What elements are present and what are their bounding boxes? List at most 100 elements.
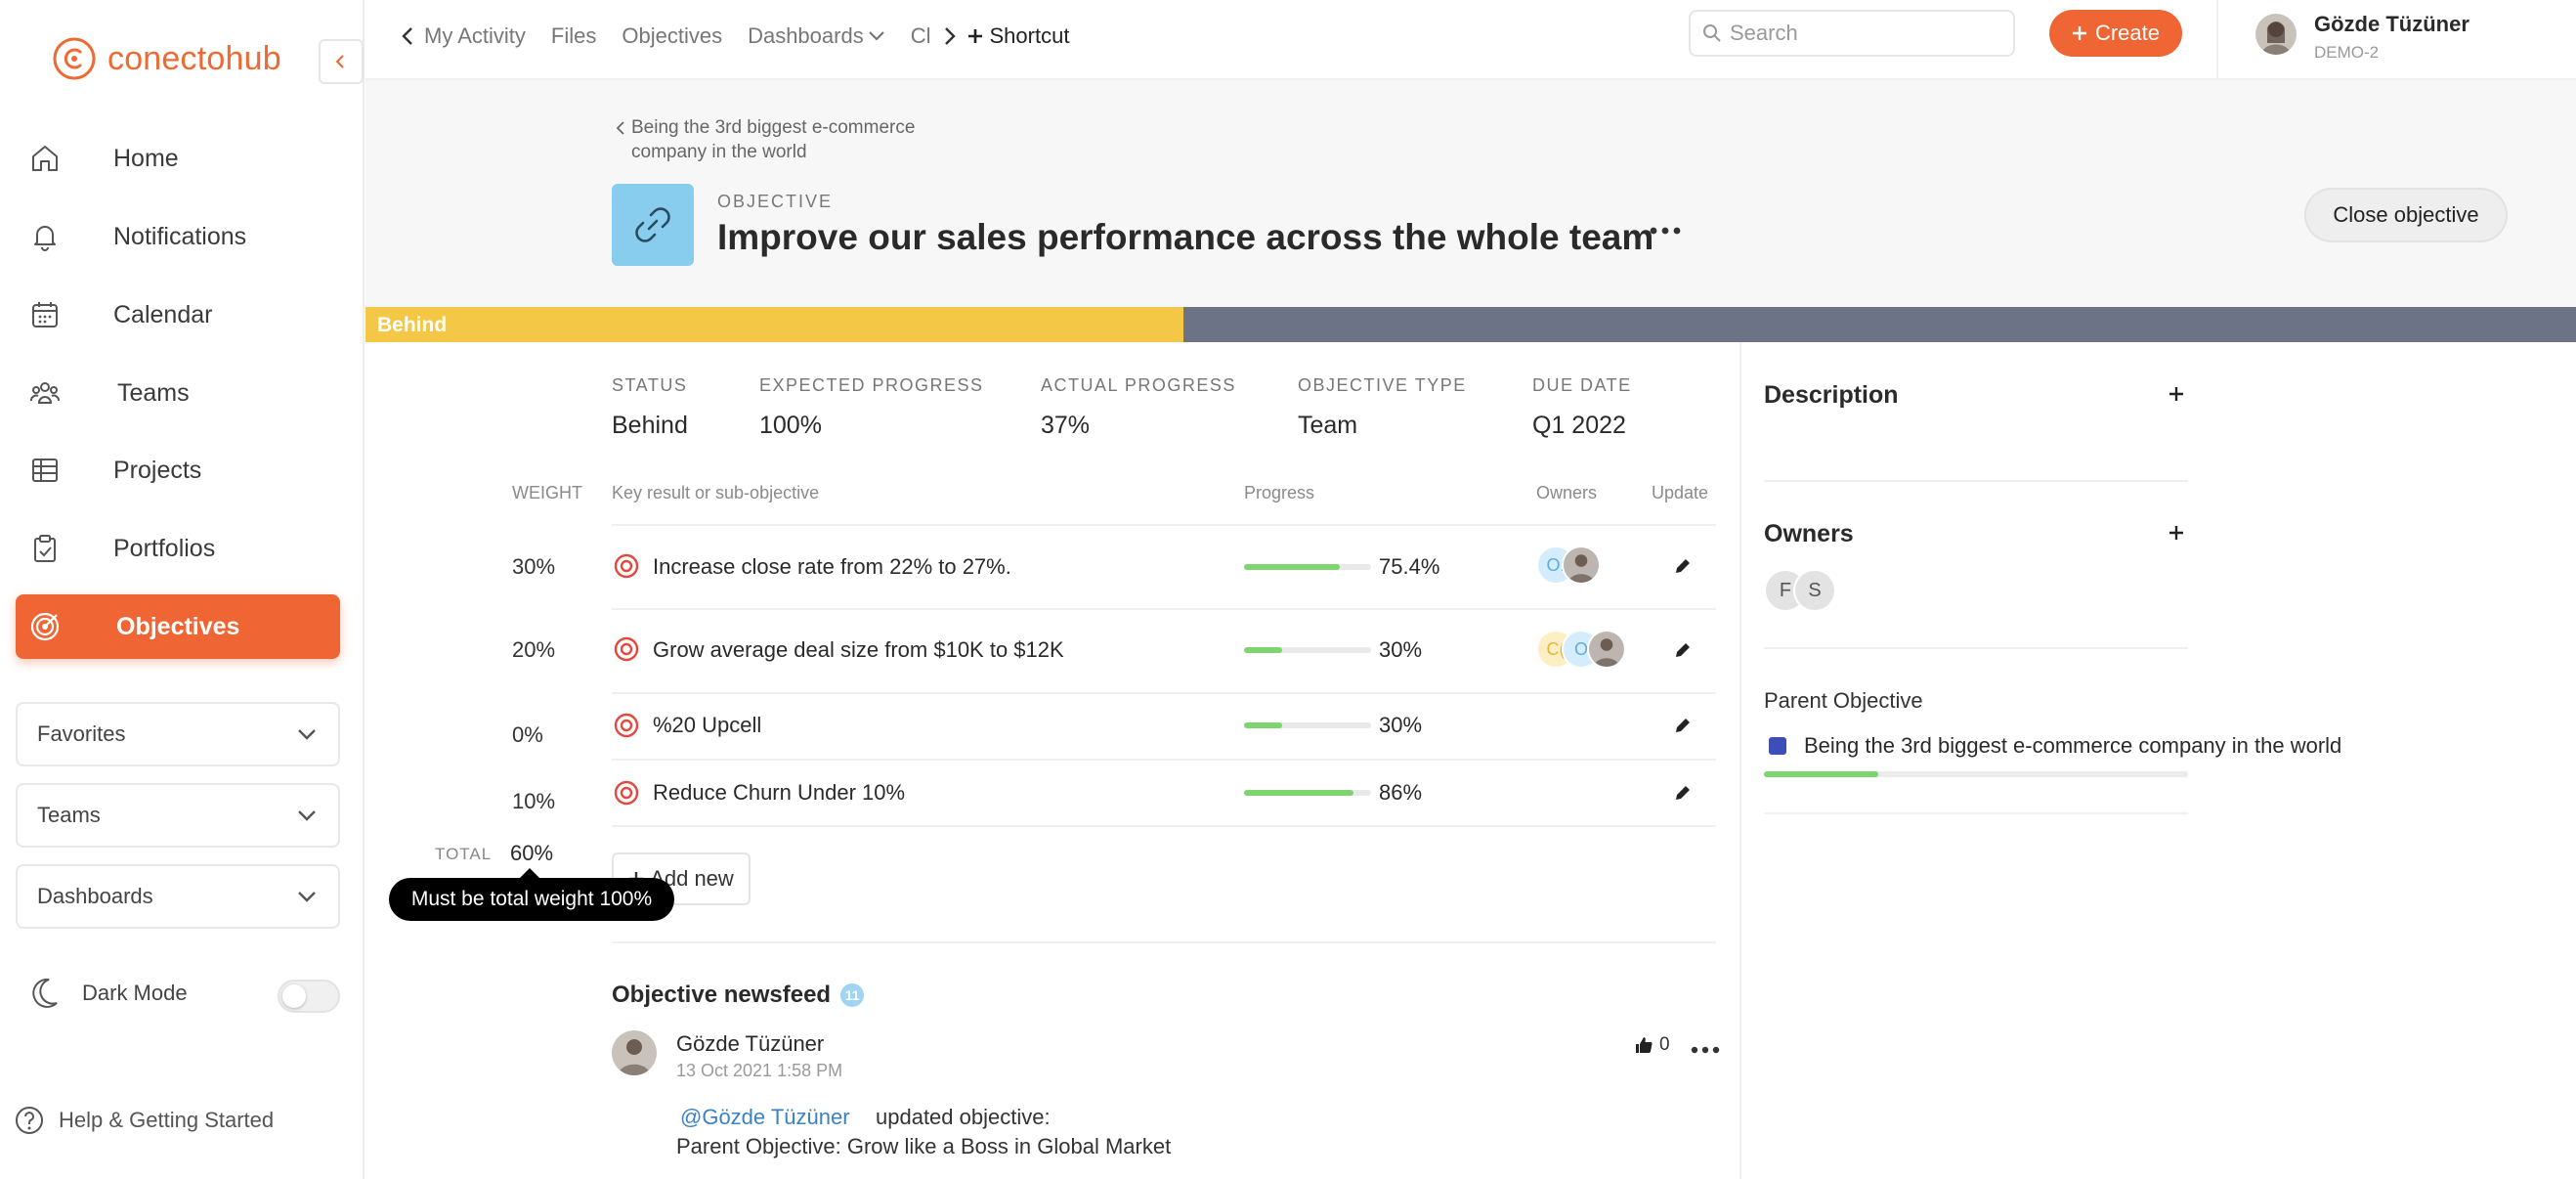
col-owners: Owners <box>1536 483 1598 502</box>
dark-mode-toggle[interactable] <box>278 980 340 1013</box>
grid-icon <box>32 458 58 482</box>
shortcut-button[interactable]: Shortcut <box>966 23 1070 49</box>
kr-progress-value: 30% <box>1379 713 1423 737</box>
more-options-icon[interactable] <box>1691 1046 1720 1054</box>
owner-avatar-photo <box>1587 630 1626 669</box>
tab-objectives[interactable]: Objectives <box>622 23 723 48</box>
more-options-icon[interactable] <box>1650 227 1681 235</box>
kr-progress-fill <box>1244 647 1282 653</box>
chevron-down-icon <box>298 810 316 821</box>
dashboards-dropdown[interactable]: Dashboards <box>16 864 340 929</box>
brand-name: conectohub <box>107 39 281 77</box>
post-author[interactable]: Gözde Tüzüner <box>676 1031 825 1056</box>
like-button[interactable]: 0 <box>1634 1034 1670 1056</box>
col-progress: Progress <box>1244 483 1315 502</box>
owners-title: Owners <box>1764 520 1854 547</box>
kr-weight[interactable]: 10% <box>512 789 556 813</box>
user-menu[interactable]: Gözde Tüzüner DEMO-2 <box>2255 12 2469 63</box>
divider <box>612 692 1716 694</box>
post-mention[interactable]: @Gözde Tüzüner <box>680 1105 850 1129</box>
divider <box>612 825 1716 827</box>
shortcut-label: Shortcut <box>989 23 1070 48</box>
parent-objective-link[interactable]: Being the 3rd biggest e-commerce company… <box>1769 733 2341 759</box>
kr-progress-bar <box>1244 722 1371 728</box>
sidebar-item-teams[interactable]: Teams <box>16 361 340 425</box>
objective-title[interactable]: Improve our sales performance across the… <box>717 217 1654 257</box>
sidebar-item-label: Notifications <box>113 222 247 250</box>
help-icon <box>16 1107 43 1134</box>
edit-icon[interactable] <box>1673 640 1693 660</box>
add-owner-icon[interactable] <box>2168 524 2185 542</box>
kr-owners[interactable]: O: <box>1536 546 1601 585</box>
divider <box>612 608 1716 610</box>
favorites-dropdown[interactable]: Favorites <box>16 702 340 766</box>
sidebar-item-label: Projects <box>113 456 202 484</box>
divider <box>1764 647 2188 649</box>
description-title: Description <box>1764 381 1899 409</box>
stat-value: 37% <box>1041 412 1091 439</box>
parent-objective-label: Parent Objective <box>1764 688 1923 713</box>
dark-mode-label: Dark Mode <box>82 981 188 1005</box>
breadcrumb-label: Being the 3rd biggest e-commerce company… <box>631 117 916 162</box>
divider <box>1739 342 1741 1179</box>
close-objective-button[interactable]: Close objective <box>2304 188 2508 242</box>
key-result-target-icon <box>614 713 639 738</box>
add-description-icon[interactable] <box>2168 385 2185 403</box>
calendar-icon <box>32 302 58 328</box>
kr-name[interactable]: Increase close rate from 22% to 27%. <box>653 554 1011 579</box>
user-name: Gözde Tüzüner <box>2314 12 2469 36</box>
kr-name[interactable]: Grow average deal size from $10K to $12K <box>653 637 1064 662</box>
kr-progress-value: 75.4% <box>1379 554 1440 579</box>
kr-name[interactable]: %20 Upcell <box>653 713 762 737</box>
sidebar: conectohub Home Notifications Calendar <box>0 0 365 1179</box>
kr-owners[interactable]: C( O <box>1536 630 1626 669</box>
edit-icon[interactable] <box>1673 783 1693 803</box>
search-icon <box>1703 24 1721 42</box>
brand-logo[interactable]: conectohub <box>51 35 281 82</box>
sidebar-item-portfolios[interactable]: Portfolios <box>16 516 340 581</box>
chevron-left-icon[interactable] <box>401 26 414 46</box>
sidebar-item-home[interactable]: Home <box>16 126 340 191</box>
post-action: updated objective: <box>876 1105 1051 1129</box>
chevron-left-icon <box>616 121 624 135</box>
kr-weight[interactable]: 0% <box>512 722 543 747</box>
chevron-right-icon[interactable] <box>943 26 957 46</box>
owners-list[interactable]: F S <box>1764 569 1836 612</box>
edit-icon[interactable] <box>1673 716 1693 735</box>
create-button[interactable]: Create <box>2049 10 2182 57</box>
post-date: 13 Oct 2021 1:58 PM <box>676 1061 843 1080</box>
sidebar-item-notifications[interactable]: Notifications <box>16 204 340 269</box>
sidebar-item-projects[interactable]: Projects <box>16 438 340 502</box>
top-bar: My Activity Files Objectives Dashboards … <box>365 0 2576 80</box>
objective-link-icon <box>612 184 694 266</box>
sidebar-item-objectives[interactable]: Objectives <box>16 594 340 659</box>
objective-header: Being the 3rd biggest e-commerce company… <box>365 80 2576 307</box>
tab-my-activity[interactable]: My Activity <box>424 23 526 48</box>
sidebar-item-calendar[interactable]: Calendar <box>16 283 340 347</box>
kr-weight[interactable]: 20% <box>512 637 556 662</box>
dropdown-label: Dashboards <box>37 884 153 908</box>
teams-dropdown[interactable]: Teams <box>16 783 340 848</box>
sidebar-item-label: Portfolios <box>113 534 216 562</box>
kr-name[interactable]: Reduce Churn Under 10% <box>653 780 906 805</box>
tab-files[interactable]: Files <box>550 23 597 48</box>
divider <box>1764 812 2188 814</box>
total-label: TOTAL <box>435 845 493 863</box>
tab-dashboards[interactable]: Dashboards <box>748 23 885 49</box>
sidebar-item-label: Calendar <box>113 300 213 328</box>
edit-icon[interactable] <box>1673 556 1693 576</box>
chevron-down-icon <box>298 892 316 902</box>
avatar <box>2255 14 2297 55</box>
help-label: Help & Getting Started <box>59 1108 275 1132</box>
collapse-sidebar-button[interactable] <box>319 39 364 84</box>
toggle-knob <box>282 984 306 1008</box>
moon-icon <box>32 978 58 1008</box>
kr-progress-value: 86% <box>1379 780 1423 805</box>
search-input[interactable]: Search <box>1689 10 2015 57</box>
kr-weight[interactable]: 30% <box>512 554 556 579</box>
avatar <box>612 1030 657 1075</box>
breadcrumb[interactable]: Being the 3rd biggest e-commerce company… <box>616 115 964 164</box>
bell-icon <box>34 226 56 251</box>
help-link[interactable]: Help & Getting Started <box>14 1105 274 1136</box>
tab-cl[interactable]: Cl <box>910 23 931 48</box>
